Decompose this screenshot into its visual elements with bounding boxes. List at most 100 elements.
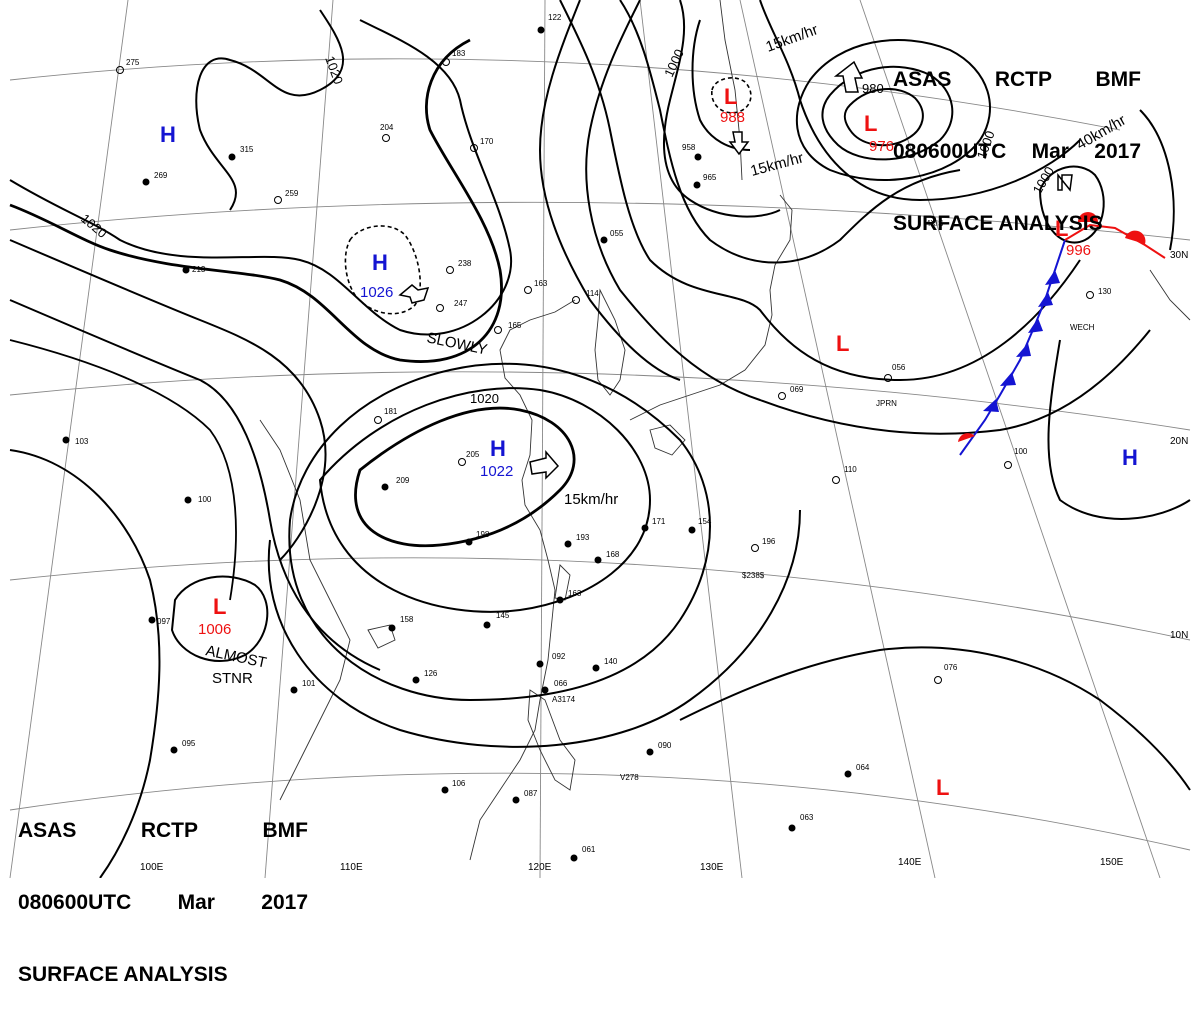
chart-header-top: ASAS RCTP BMF 080600UTC Mar 2017 SURFACE… [893, 20, 1141, 260]
office-label: RCTP [994, 68, 1053, 91]
time-label: 080600UTC [893, 140, 1007, 163]
station-number: 087 [524, 789, 538, 798]
cold-front-triangle [1038, 292, 1053, 307]
isobar [619, 0, 961, 264]
station-number: 958 [682, 143, 696, 152]
station-plot: 140 [592, 657, 618, 672]
station-number: 238 [458, 259, 472, 268]
cold-front-triangle [1016, 343, 1031, 357]
lon-label: 150E [1100, 857, 1124, 868]
header-line-2: 080600UTC Mar 2017 [18, 891, 308, 915]
dashed-isobar [344, 225, 421, 315]
station-number: 204 [380, 123, 394, 132]
station-number: 196 [762, 537, 776, 546]
isobar [1038, 165, 1105, 244]
station-plot: 275 [116, 58, 140, 74]
header-line-3: SURFACE ANALYSIS [893, 212, 1141, 236]
product-label: SURFACE ANALYSIS [893, 212, 1103, 235]
station-number: 097 [157, 617, 171, 626]
station-number: 275 [126, 58, 140, 67]
header-line-1: ASAS RCTP BMF [893, 68, 1141, 92]
header-line-3: SURFACE ANALYSIS [18, 963, 308, 987]
station-number: 209 [396, 476, 410, 485]
station-plot: 154 [688, 517, 712, 534]
isobar [759, 0, 1081, 202]
lon-label: 110E [340, 862, 363, 873]
station-number: 100 [1014, 447, 1028, 456]
office-label: RCTP [140, 819, 199, 842]
station-plot: 170 [470, 137, 494, 152]
station-plot: 145 [483, 611, 510, 629]
station-plot: 130 [1086, 287, 1112, 299]
station-number: 205 [466, 450, 480, 459]
high-center: H [372, 250, 388, 275]
station-number: 198 [476, 530, 490, 539]
isobar [288, 362, 711, 702]
lat-label: 30N [1170, 250, 1188, 261]
coast-hainan [367, 624, 396, 649]
pressure-value: 996 [1066, 242, 1091, 259]
station-number: 269 [154, 171, 168, 180]
station-plot: 158 [388, 615, 414, 632]
station-number: 110 [844, 465, 857, 474]
product-label: SURFACE ANALYSIS [18, 963, 228, 986]
station-number: 066 [554, 679, 568, 688]
station-plot: 209 [381, 476, 410, 491]
parallel-40n [9, 58, 1121, 131]
meridian-110e [264, 0, 334, 878]
station-number: 140 [604, 657, 618, 666]
movement-arrow-icon [1057, 172, 1073, 192]
isobar-label: 980 [862, 81, 884, 96]
isobar [267, 509, 801, 748]
station-number: 158 [400, 615, 414, 624]
warm-front-line [1064, 223, 1166, 259]
station-plot: 064 [844, 763, 870, 778]
station-plot: 097 [148, 616, 171, 626]
pressure-value: 1006 [198, 621, 231, 638]
station-number: 055 [610, 229, 624, 238]
station-number: 095 [182, 739, 196, 748]
station-plot: 259 [274, 189, 299, 204]
warm-front [958, 212, 1166, 442]
station-number: 061 [582, 845, 596, 854]
movement-arrow-icon [833, 60, 864, 93]
station-plot: 205 [458, 450, 480, 466]
header-line-2: 080600UTC Mar 2017 [893, 140, 1141, 164]
isobar [9, 339, 237, 601]
movement-arrow-icon [728, 131, 750, 156]
meridian-140e [739, 0, 936, 878]
station-plot: 196 [751, 537, 776, 552]
station-number: 183 [452, 49, 466, 58]
isobar [1047, 339, 1191, 520]
pressure-value: 1022 [480, 463, 513, 480]
station-number: 170 [480, 137, 494, 146]
station-plot: 198 [465, 530, 490, 546]
movement-label: 15km/hr [564, 491, 618, 508]
low-center: L [1055, 216, 1068, 241]
high-center: H [160, 122, 176, 147]
isobar [796, 39, 991, 181]
lat-labels: 30N 20N 10N [1170, 250, 1188, 641]
station-plot: 163 [524, 279, 548, 294]
coastlines [259, 0, 1191, 861]
station-plot: 238 [446, 259, 472, 274]
station-plot: 110 [832, 465, 857, 484]
warm-front-semicircle [958, 433, 975, 442]
code-label: BMF [1095, 68, 1142, 91]
station-number: 165 [508, 321, 522, 330]
isobar [691, 19, 751, 151]
coast-philippines [527, 689, 576, 791]
station-plot: 193 [564, 533, 590, 548]
station-plot: 168 [594, 550, 620, 564]
station-code: 4XIS [926, 219, 943, 228]
chart-header-bottom: ASAS RCTP BMF 080600UTC Mar 2017 SURFACE… [18, 771, 308, 1011]
header-line-1: ASAS RCTP BMF [18, 819, 308, 843]
station-plot: 213 [182, 265, 206, 274]
station-number: 163 [534, 279, 548, 288]
surface-analysis-map: 1020 1020 1020 1000 1000 1000 980 15km/h… [9, 0, 1191, 878]
isobar [354, 406, 576, 548]
low-center: L [864, 111, 877, 136]
isobar [9, 19, 513, 336]
movement-label: STNR [212, 670, 253, 687]
station-plot: 100 [184, 495, 212, 504]
